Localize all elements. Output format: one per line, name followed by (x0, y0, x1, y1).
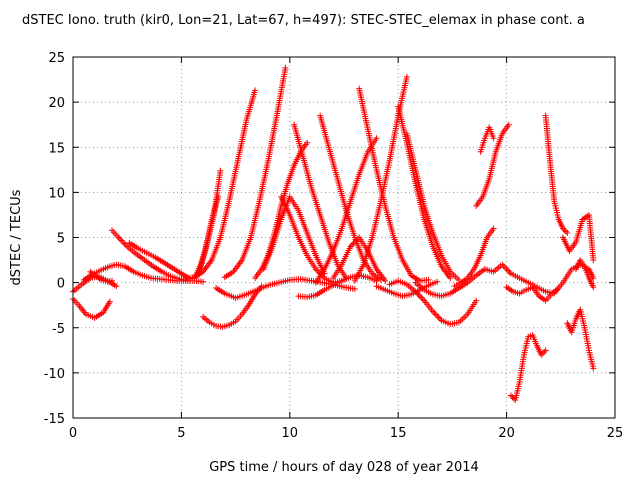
y-tick-label: 20 (48, 96, 65, 111)
y-tick-label: 15 (48, 141, 65, 156)
x-tick-label: 10 (282, 426, 299, 441)
data-series-15 (291, 121, 350, 282)
data-series-18 (317, 112, 384, 283)
data-series-8 (195, 193, 222, 277)
x-tick-label: 25 (607, 426, 624, 441)
data-points (70, 64, 597, 403)
chart-title: dSTEC Iono. truth (kir0, Lon=21, Lat=67,… (22, 13, 585, 28)
y-axis-label: dSTEC / TECUs (9, 189, 24, 285)
x-tick-label: 20 (498, 426, 515, 441)
data-series-21 (356, 85, 432, 284)
data-series-35 (564, 306, 597, 372)
y-tick-label: -5 (52, 322, 65, 337)
y-tick-label: -10 (44, 367, 65, 382)
data-series-26 (412, 266, 488, 300)
data-series-31 (503, 284, 562, 304)
axis-ticks: 0 5 10 15 20 25 -15 -10 -5 0 5 10 15 20 25 (44, 51, 624, 441)
data-series-34 (559, 211, 597, 264)
data-series-10 (200, 283, 265, 330)
y-tick-label: 5 (57, 232, 65, 247)
data-series-36 (572, 257, 597, 291)
data-series-28 (473, 121, 512, 209)
y-tick-label: -15 (44, 412, 65, 427)
x-tick-label: 0 (69, 426, 77, 441)
data-series-5 (87, 268, 116, 285)
data-series-24 (403, 130, 462, 283)
data-series-13 (260, 193, 328, 277)
data-series-33 (542, 112, 571, 236)
data-series-4 (126, 239, 194, 283)
data-series-17 (312, 135, 380, 286)
y-tick-label: 10 (48, 186, 65, 201)
x-tick-label: 15 (390, 426, 407, 441)
data-series-6 (182, 87, 259, 282)
data-series-29 (477, 124, 497, 155)
data-series-19 (330, 234, 389, 284)
data-series-3 (109, 227, 191, 284)
data-series-9 (221, 64, 289, 281)
y-tick-label: 0 (57, 277, 65, 292)
data-series-14 (278, 193, 345, 286)
x-axis-label: GPS time / hours of day 028 of year 2014 (209, 460, 479, 475)
data-series-23 (395, 103, 454, 282)
x-tick-label: 5 (177, 426, 185, 441)
data-series-11 (213, 276, 358, 301)
y-tick-label: 25 (48, 51, 65, 66)
data-series-32 (507, 331, 549, 403)
data-series-27 (451, 225, 497, 290)
data-series-25 (386, 277, 480, 328)
